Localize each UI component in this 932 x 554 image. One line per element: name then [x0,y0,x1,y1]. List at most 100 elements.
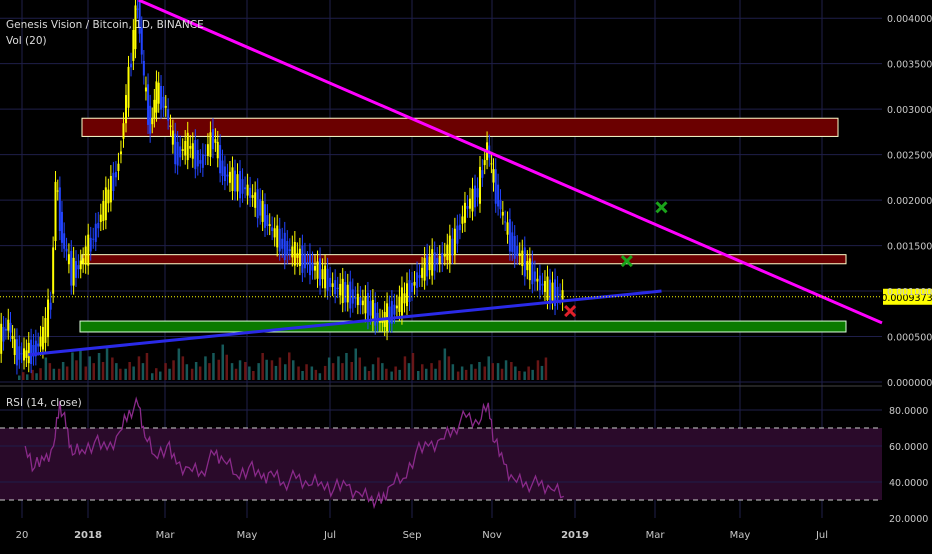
candle-up [378,319,381,323]
candle-down [65,248,68,252]
candle-down [162,96,165,108]
last-price-label: 0.0009373 [881,293,932,304]
candle-up [47,299,50,338]
candle-up [67,254,70,265]
candle-up [206,144,209,156]
candle-up [189,145,192,149]
volume-bar [496,363,500,380]
candle-up [214,139,217,143]
candle-up [490,163,493,165]
volume-bar [52,368,56,380]
volume-bar [403,356,407,380]
resistance-zone [81,254,847,265]
volume-bar [79,348,82,380]
candle-up [506,222,509,235]
candle-down [138,0,141,34]
candle-down [49,302,52,310]
volume-bar [124,368,127,380]
candle-up [518,253,521,257]
candle-down [311,262,314,271]
x-axis-tick-label: Mar [646,530,666,541]
candle-up [483,160,486,166]
volume-bar [470,364,473,380]
candle-up [216,141,219,159]
volume-bar [310,366,314,380]
rsi-axis-tick-label: 20.0000 [889,514,928,525]
candle-down [326,268,329,291]
candle-down [244,187,247,190]
candle-down [388,306,391,324]
candle-up [543,281,546,292]
volume-bar [478,362,481,380]
volume-bar [531,369,534,380]
candle-up [39,336,42,347]
candle-up [155,81,158,113]
candle-up [528,258,531,281]
volume-bar [350,362,353,380]
candle-up [72,257,75,286]
volume-bar [71,352,74,380]
candle-up [291,246,294,258]
volume-bar [194,362,198,380]
candle-down [63,233,66,249]
x-axis-tick-label: Jul [323,530,336,541]
candle-up [122,123,125,139]
candle-up [381,320,384,323]
x-axis-tick-label: May [730,530,751,541]
candle-down [516,246,519,257]
candle-up [23,348,26,361]
volume-bar [456,371,460,380]
volume-bar [464,369,468,380]
rsi-axis-tick-label: 40.0000 [889,478,928,489]
candle-up [27,342,30,364]
x-axis-tick-label: Sep [403,530,422,541]
candle-up [54,181,57,242]
candle-up [341,278,344,304]
candle-down [211,129,214,150]
candle-up [321,269,324,280]
candle-up [25,350,28,358]
volume-bar [323,365,327,380]
volume-bar [318,373,322,380]
candle-down [376,312,379,323]
x-axis-tick-label: Mar [156,530,176,541]
volume-bar [145,353,149,380]
candle-up [551,282,554,301]
volume-bar [248,366,251,380]
candle-down [411,282,414,292]
volume-bar [297,366,300,380]
volume-bar [314,369,318,380]
candle-up [492,169,495,183]
volume-bar [65,366,69,380]
volume-bar [234,368,238,380]
candle-down [513,236,516,259]
candle-up [413,281,416,286]
candle-up [478,166,481,204]
candle-up [153,99,156,119]
volume-bar [164,363,167,380]
candle-up [169,125,172,127]
volume-bar [540,365,544,380]
x-axis-tick-label: Jul [815,530,828,541]
candle-down [556,286,559,301]
candle-up [398,296,401,312]
candle-up [331,283,334,287]
candle-down [541,283,544,286]
candle-down [15,339,18,366]
volume-bar [327,357,331,380]
candle-up [52,247,55,294]
candle-up [276,225,279,248]
candle-up [134,5,137,50]
candle-down [219,145,222,174]
chart-title: Genesis Vision / Bitcoin, 1D, BINANCE [6,19,204,31]
candle-down [523,247,526,277]
candle-down [223,166,226,181]
candle-up [339,283,342,296]
candle-up [157,82,160,104]
volume-bar [523,371,526,380]
resistance-zone [81,117,839,137]
candle-up [171,130,174,145]
